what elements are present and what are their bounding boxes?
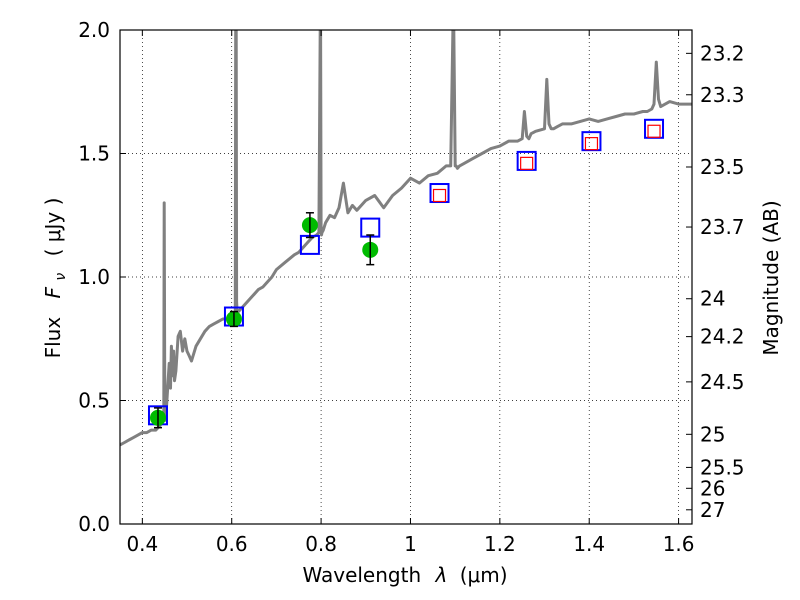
y-tick-label: 2.0 xyxy=(78,18,110,42)
y-tick-label: 0.0 xyxy=(78,512,110,536)
mag-tick-label: 24 xyxy=(700,287,725,311)
y-tick-label: 0.5 xyxy=(78,389,110,413)
mag-tick-label: 27 xyxy=(700,498,725,522)
markers-layer xyxy=(147,118,665,429)
mag-tick-label: 23.7 xyxy=(700,215,745,239)
right-axis-label: Magnitude (AB) xyxy=(759,200,783,355)
y-tick-label: 1.5 xyxy=(78,142,110,166)
mag-tick-label: 24.5 xyxy=(700,370,745,394)
x-axis-label-unit: (μm) xyxy=(460,563,508,587)
plot-frame xyxy=(119,29,693,525)
gridlines xyxy=(120,29,692,525)
mag-tick-label: 24.2 xyxy=(700,325,745,349)
x-tick-label: 1 xyxy=(404,532,417,556)
x-tick-label: 0.4 xyxy=(126,532,158,556)
mag-tick-label: 23.2 xyxy=(700,41,745,65)
x-tick-label: 0.6 xyxy=(216,532,248,556)
model-photometry-red-square xyxy=(584,137,599,151)
mag-tick-label: 25 xyxy=(700,422,725,446)
x-tick-label: 1.4 xyxy=(573,532,605,556)
model-photometry-red-square xyxy=(432,188,447,203)
model-photometry-red-square xyxy=(647,124,661,138)
y-tick-label: 1.0 xyxy=(78,265,110,289)
x-tick-label: 0.8 xyxy=(305,532,337,556)
y-axis-label-subscript: ν xyxy=(53,273,69,281)
mag-tick-label: 25.5 xyxy=(700,455,745,479)
model-photometry-square xyxy=(360,217,381,238)
y-axis-label: Flux F ν ( μJy ) xyxy=(41,198,70,359)
model-photometry-red-square xyxy=(520,156,534,170)
spectrum-layer xyxy=(120,30,692,447)
axis-ticks: 0.4 0.6 0.8 1 1.2 1.4 1.6 0.0 0.5 1.0 1.5 2.0 23.2 23… xyxy=(78,18,744,556)
x-tick-label: 1.2 xyxy=(484,532,516,556)
x-tick-label: 1.6 xyxy=(663,532,695,556)
mag-tick-label: 26 xyxy=(700,476,725,500)
y-axis-label-unit: ( μJy ) xyxy=(41,198,65,257)
y-axis-label-symbol: F xyxy=(41,286,65,298)
mag-tick-label: 23.5 xyxy=(700,155,745,179)
mag-tick-label: 23.3 xyxy=(700,83,745,107)
y-axis-label-text: Flux xyxy=(41,317,65,359)
x-axis-label-symbol: λ xyxy=(435,563,448,587)
x-axis-label-text: Wavelength xyxy=(302,563,421,587)
spectrum-line xyxy=(120,30,692,447)
x-axis-label: Wavelength λ (μm) xyxy=(302,563,507,587)
